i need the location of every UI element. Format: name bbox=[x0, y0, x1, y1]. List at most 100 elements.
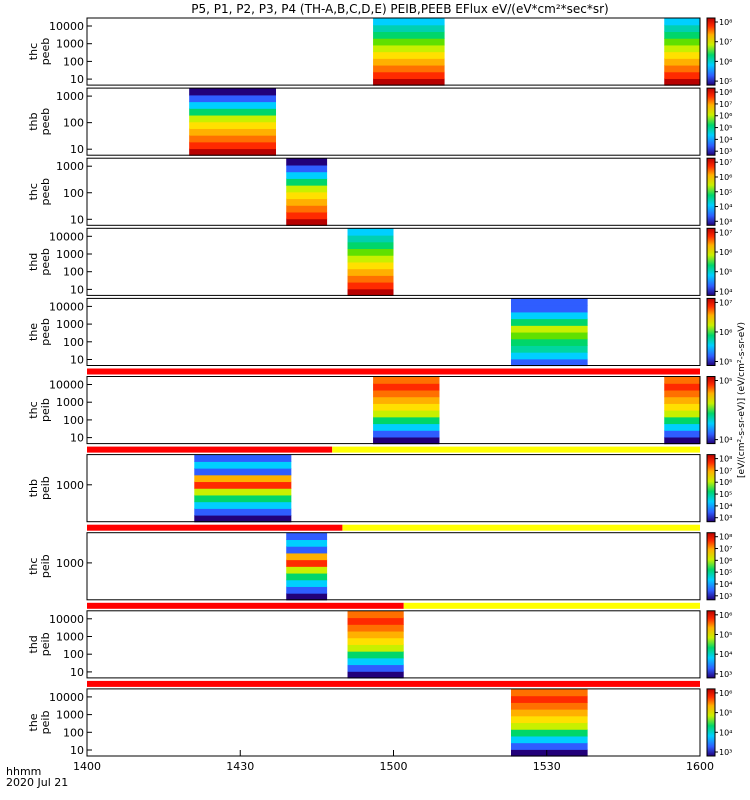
spectrogram-band bbox=[664, 44, 700, 53]
spectrogram-band bbox=[664, 436, 700, 445]
spectrogram-band bbox=[373, 44, 445, 53]
spectrogram-band bbox=[189, 121, 277, 129]
colorbar-tick-label: 10⁵ bbox=[719, 568, 732, 577]
colorbar bbox=[706, 87, 716, 156]
panel-label-product: peib bbox=[39, 476, 52, 500]
spectrogram-band bbox=[347, 228, 394, 236]
panel-label-probe: thc bbox=[27, 558, 40, 575]
chart-title: P5, P1, P2, P3, P4 (TH-A,B,C,D,E) PEIB,P… bbox=[191, 2, 608, 16]
colorbar-tick-label: 10⁵ bbox=[719, 358, 732, 367]
panel: 10 100 1000 10000 thdpeeb 10⁴ 10⁵ 10⁶ 10⁷ bbox=[27, 227, 732, 296]
spectrogram-band bbox=[189, 148, 277, 156]
y-tick-label: 100 bbox=[63, 414, 84, 427]
colorbar-tick-label: 10⁴ bbox=[719, 203, 732, 212]
spectrogram-band bbox=[286, 532, 328, 541]
y-tick-label: 100 bbox=[63, 648, 84, 661]
time-unit-label: hhmm bbox=[6, 765, 41, 778]
panel-label-product: peib bbox=[39, 554, 52, 578]
colorbar-tick-label: 10⁷ bbox=[719, 228, 732, 237]
y-tick-label: 100 bbox=[63, 117, 84, 130]
colorbar-tick-label: 10⁶ bbox=[719, 248, 732, 257]
colorbar bbox=[706, 17, 716, 86]
spectrogram-band bbox=[347, 261, 394, 270]
spectrogram-band bbox=[373, 78, 445, 86]
spectrogram-band bbox=[286, 178, 328, 186]
spectrogram-band bbox=[664, 58, 700, 66]
colorbar bbox=[706, 454, 716, 523]
panel-frame bbox=[86, 454, 701, 523]
spectrogram-band bbox=[510, 305, 588, 313]
y-tick-label: 1000 bbox=[56, 479, 84, 492]
spectrogram-band bbox=[373, 24, 445, 33]
spectrogram-band bbox=[286, 218, 328, 226]
colorbar-tick-label: 10⁶ bbox=[719, 173, 732, 182]
spectrogram-band bbox=[286, 198, 328, 206]
spectrogram-band bbox=[189, 128, 277, 136]
panel-frame bbox=[86, 227, 701, 296]
colorbar-tick-label: 10⁵ bbox=[719, 490, 732, 499]
y-tick-label: 10 bbox=[70, 432, 84, 445]
colorbar-tick-label: 10³ bbox=[719, 514, 732, 523]
y-tick-label: 100 bbox=[63, 187, 84, 200]
spectrogram-band bbox=[189, 101, 277, 109]
spectrogram-band bbox=[664, 64, 700, 73]
spectrogram-band bbox=[286, 191, 328, 200]
spectrogram-band bbox=[664, 71, 700, 79]
y-tick-label: 10 bbox=[70, 666, 84, 679]
panel-label-probe: thb bbox=[27, 479, 40, 497]
spectrogram-band bbox=[664, 389, 700, 398]
panel-label: thepeeb bbox=[27, 318, 52, 346]
spectrogram-band bbox=[189, 141, 277, 150]
spectrogram-band bbox=[373, 403, 440, 411]
panel-frame bbox=[86, 87, 701, 156]
panel-label-product: peeb bbox=[39, 248, 52, 276]
status-flag-yellow bbox=[332, 446, 700, 453]
panel: 1000 thbpeib 10³ 10⁴ 10⁵ 10⁶ 10⁷ 10⁸ bbox=[27, 446, 732, 523]
panel-label: thcpeeb bbox=[27, 38, 52, 66]
y-tick-label: 10000 bbox=[49, 300, 84, 313]
spectrogram-band bbox=[286, 579, 328, 587]
spectrogram-band bbox=[347, 275, 394, 283]
y-tick-label: 10 bbox=[70, 73, 84, 86]
panel: 10 100 1000 10000 thdpeib 10³ 10⁴ 10⁵ 10⁶ bbox=[27, 602, 732, 679]
panel-label-probe: thb bbox=[27, 113, 40, 131]
colorbar-tick-label: 10³ bbox=[719, 670, 732, 679]
spectrogram-band bbox=[373, 31, 445, 39]
panel-label: thepeib bbox=[27, 711, 52, 735]
spectrogram-band bbox=[194, 481, 292, 489]
spectrogram-band bbox=[286, 164, 328, 173]
spectrogram-band bbox=[664, 78, 700, 86]
panel-label-product: peib bbox=[39, 711, 52, 735]
spectrogram-band bbox=[286, 586, 328, 594]
panel-label-probe: the bbox=[27, 323, 40, 341]
y-tick-label: 1000 bbox=[56, 248, 84, 261]
x-tick-label: 1530 bbox=[533, 760, 561, 773]
panel-frame bbox=[86, 157, 701, 226]
status-flag-red bbox=[87, 602, 404, 609]
panel-label: thbpeeb bbox=[27, 108, 52, 136]
spectrogram-band bbox=[347, 288, 394, 296]
spectrogram-band bbox=[347, 644, 404, 652]
colorbar bbox=[706, 157, 716, 226]
y-tick-label: 10 bbox=[70, 354, 84, 367]
colorbar-tick-label: 10⁷ bbox=[719, 466, 732, 475]
panel-frame bbox=[86, 532, 701, 601]
spectrogram-band bbox=[194, 508, 292, 516]
spectrogram-band bbox=[286, 158, 328, 166]
spectrogram-band bbox=[510, 742, 588, 750]
spectrogram-band bbox=[373, 383, 440, 391]
spectrogram-band bbox=[373, 58, 445, 66]
spectrogram-band bbox=[510, 709, 588, 717]
status-flag-red bbox=[87, 680, 700, 687]
colorbar-tick-label: 10⁶ bbox=[719, 689, 732, 698]
y-tick-label: 1000 bbox=[56, 38, 84, 51]
panel-label-probe: thc bbox=[27, 183, 40, 200]
panel-label-product: peeb bbox=[39, 38, 52, 66]
y-tick-label: 10 bbox=[70, 283, 84, 296]
colorbar-tick-label: 10⁷ bbox=[719, 545, 732, 554]
spectrogram-band bbox=[347, 630, 404, 639]
spectrogram-band bbox=[286, 559, 328, 567]
colorbar-tick-label: 10⁴ bbox=[719, 728, 732, 737]
spectrogram-band bbox=[347, 637, 404, 645]
y-tick-label: 10000 bbox=[49, 691, 84, 704]
